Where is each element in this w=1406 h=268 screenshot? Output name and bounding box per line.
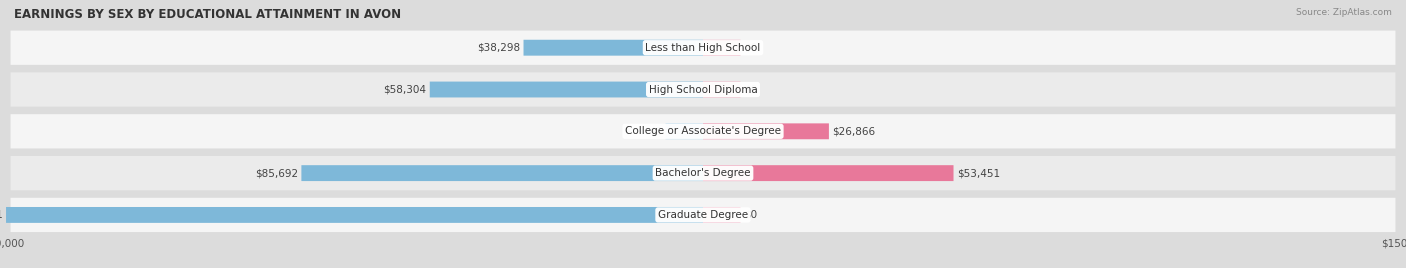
FancyBboxPatch shape [11, 156, 1395, 190]
FancyBboxPatch shape [703, 207, 741, 223]
Text: $0: $0 [744, 84, 758, 95]
Text: $85,692: $85,692 [254, 168, 298, 178]
Text: Source: ZipAtlas.com: Source: ZipAtlas.com [1296, 8, 1392, 17]
FancyBboxPatch shape [11, 114, 1395, 148]
Text: Bachelor's Degree: Bachelor's Degree [655, 168, 751, 178]
Text: $0: $0 [744, 210, 758, 220]
FancyBboxPatch shape [703, 40, 741, 56]
Text: High School Diploma: High School Diploma [648, 84, 758, 95]
Text: $58,304: $58,304 [384, 84, 426, 95]
FancyBboxPatch shape [523, 40, 703, 56]
Text: College or Associate's Degree: College or Associate's Degree [626, 126, 780, 136]
Text: Less than High School: Less than High School [645, 43, 761, 53]
Text: $0: $0 [744, 43, 758, 53]
FancyBboxPatch shape [11, 198, 1395, 232]
Text: $53,451: $53,451 [957, 168, 1000, 178]
FancyBboxPatch shape [430, 81, 703, 98]
FancyBboxPatch shape [703, 165, 953, 181]
Text: $38,298: $38,298 [477, 43, 520, 53]
Text: Graduate Degree: Graduate Degree [658, 210, 748, 220]
FancyBboxPatch shape [703, 81, 741, 98]
Text: $148,711: $148,711 [0, 210, 3, 220]
FancyBboxPatch shape [301, 165, 703, 181]
FancyBboxPatch shape [6, 207, 703, 223]
Text: $0: $0 [648, 126, 662, 136]
FancyBboxPatch shape [11, 31, 1395, 65]
Text: EARNINGS BY SEX BY EDUCATIONAL ATTAINMENT IN AVON: EARNINGS BY SEX BY EDUCATIONAL ATTAINMEN… [14, 8, 401, 21]
FancyBboxPatch shape [665, 123, 703, 139]
FancyBboxPatch shape [703, 123, 830, 139]
FancyBboxPatch shape [11, 72, 1395, 107]
Text: $26,866: $26,866 [832, 126, 876, 136]
